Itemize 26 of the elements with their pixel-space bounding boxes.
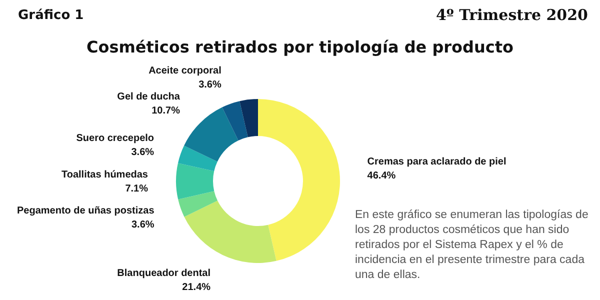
chart-title: Cosméticos retirados por tipología de producto — [86, 38, 514, 57]
data-label: 7.1% — [125, 183, 148, 194]
donut-slice — [184, 200, 276, 263]
slice-label: Toallitas húmedas — [61, 169, 148, 180]
text: 4º Trimestre 2020 — [436, 6, 588, 24]
text: En este gráfico se enumeran las tipologías de los 28 productos cosméticos que han sido retirados por el Sistema Rapex y el % de incidencia en el presente trimestre para cada una de ellas. — [355, 208, 590, 283]
data-label: 3.6% — [198, 79, 222, 90]
text: Gráfico 1 — [18, 8, 84, 23]
donut-slice — [176, 163, 214, 200]
data-label: 3.6% — [131, 147, 154, 158]
donut-slice — [178, 146, 218, 172]
data-label: 21.4% — [182, 282, 211, 294]
data-label: 46.4% — [367, 170, 396, 182]
slice-label: Suero crecepelo — [76, 133, 154, 144]
donut-slice — [222, 101, 248, 141]
donut-slice — [178, 191, 218, 217]
donut-slice — [240, 99, 258, 138]
donut-slice — [258, 99, 340, 261]
data-label: 3.6% — [131, 220, 154, 231]
slice-label: Pegamento de uñas postizas — [17, 206, 155, 217]
slice-label: Blanqueador dental — [117, 268, 211, 280]
donut-slice — [184, 107, 238, 162]
slice-label: Cremas para aclarado de piel — [367, 156, 506, 168]
data-label: 10.7% — [152, 105, 180, 116]
slice-label: Gel de ducha — [117, 91, 180, 102]
slice-label: Aceite corporal — [148, 65, 222, 76]
